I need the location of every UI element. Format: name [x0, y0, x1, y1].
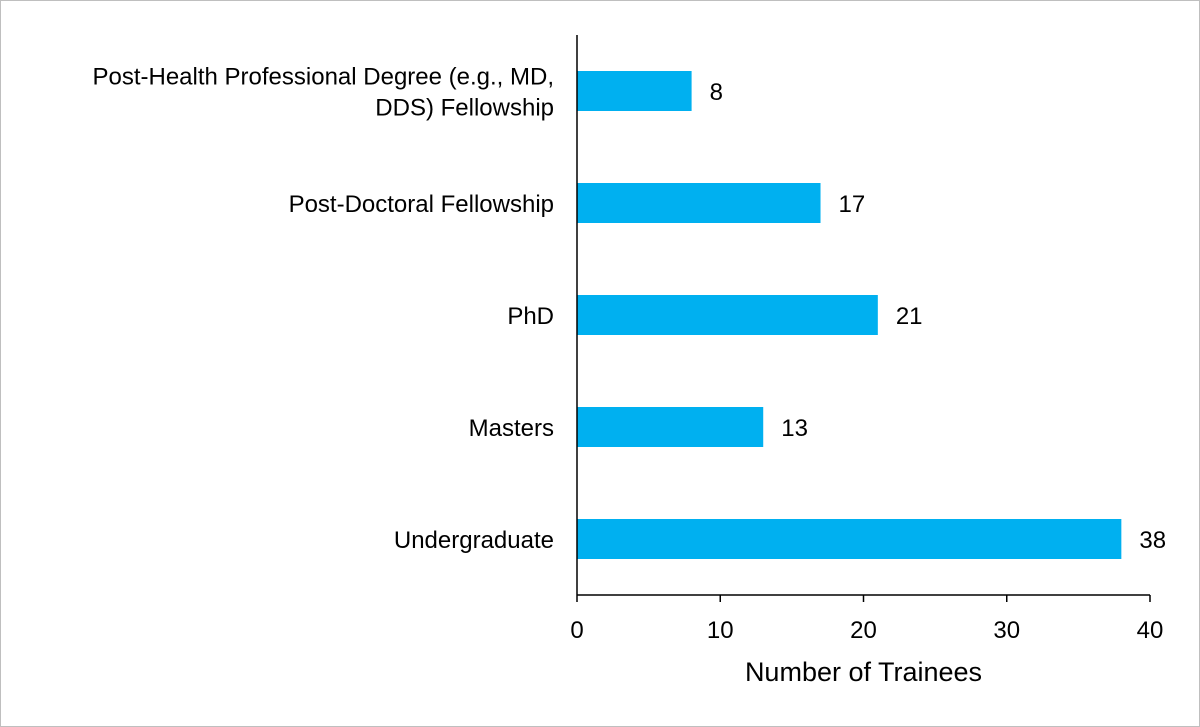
- bar-3: [577, 295, 878, 335]
- category-label-3: PhD: [507, 303, 554, 330]
- category-label-5: Undergraduate: [394, 527, 554, 554]
- x-ticks-group: 0 10 20 30 40: [570, 595, 1163, 644]
- bar-4: [577, 407, 764, 447]
- x-tick-label: 0: [570, 617, 583, 644]
- category-label-line: Undergraduate: [394, 527, 554, 554]
- x-axis-title: Number of Trainees: [745, 657, 982, 687]
- bar-5: [577, 519, 1122, 559]
- category-labels-group: Post-Health Professional Degree (e.g., M…: [92, 64, 554, 555]
- category-label-line: Post-Doctoral Fellowship: [289, 191, 554, 218]
- bars-group: [577, 71, 1122, 559]
- category-label-line: PhD: [507, 303, 554, 330]
- category-label-4: Masters: [469, 415, 554, 442]
- category-label-line: Post-Health Professional Degree (e.g., M…: [92, 64, 554, 91]
- value-label-1: 8: [710, 79, 723, 106]
- category-label-line: DDS) Fellowship: [375, 95, 554, 122]
- value-label-2: 17: [839, 191, 866, 218]
- x-tick-label: 20: [850, 617, 877, 644]
- bar-2: [577, 183, 821, 223]
- category-label-2: Post-Doctoral Fellowship: [289, 191, 554, 218]
- x-tick-label: 30: [993, 617, 1020, 644]
- value-label-4: 13: [781, 415, 808, 442]
- category-label-1: Post-Health Professional Degree (e.g., M…: [92, 64, 554, 122]
- value-label-3: 21: [896, 303, 923, 330]
- x-tick-label: 40: [1137, 617, 1164, 644]
- x-tick-label: 10: [707, 617, 734, 644]
- value-labels-group: 8 17 21 13 38: [710, 79, 1166, 554]
- category-label-line: Masters: [469, 415, 554, 442]
- bar-1: [577, 71, 692, 111]
- value-label-5: 38: [1139, 527, 1166, 554]
